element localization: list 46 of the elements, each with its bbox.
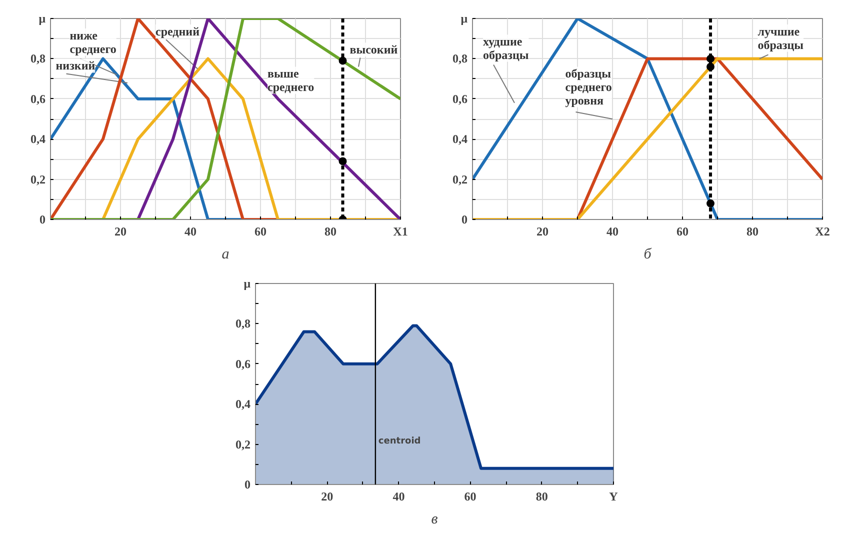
series-label: низкий [56,58,96,73]
x-tick-label: 40 [184,224,196,238]
line-series [472,18,822,220]
x-axis-title: в [431,512,438,528]
y-tick-label: 0,2 [452,172,468,186]
x-tick-label: 20 [536,224,548,238]
y-tick-label: 0,4 [452,132,468,146]
y-tick-label: μ [244,276,251,290]
y-tick-label: 0,2 [30,172,46,186]
x-tick-label: 60 [676,224,688,238]
y-tick-label: 0,4 [236,397,250,412]
x-tick-label: 40 [392,490,405,504]
x-tick-label: 20 [114,224,126,238]
x-tick-label: 80 [324,224,336,238]
y-tick-label: μ [38,12,46,26]
y-tick-label: 0 [40,212,46,226]
y-tick-label: 0 [462,212,468,226]
series-label: выше среднего [268,66,314,94]
x-tick-label: 60 [254,224,266,238]
y-tick-label: 0,6 [30,92,46,106]
x-tick-label: 80 [746,224,758,238]
y-tick-label: 0,8 [30,52,46,66]
x-axis-title: а [222,246,230,262]
x-tick-label: X1 [393,224,408,238]
x-tick-label: Y [609,490,618,504]
y-tick-label: 0,2 [236,437,250,452]
series-label: высокий [350,42,398,57]
x-tick-label: 20 [321,490,334,504]
x-tick-label: X2 [815,224,830,238]
x-axis-title: б [644,246,652,262]
series-label: средний [156,24,200,39]
series-label: лучшие образцы [758,24,804,52]
series-label: образцы среднего уровня [565,66,612,108]
series-label: худшие образцы [483,34,530,62]
x-tick-label: 80 [536,490,548,504]
y-tick-label: 0,6 [236,356,250,371]
series-label: ниже среднего [70,28,116,56]
ref-line-label: centroid [378,436,421,446]
x-tick-label: 40 [606,224,618,238]
y-tick-label: 0,8 [452,52,468,66]
x-tick-label: 60 [464,490,476,504]
y-tick-label: 0,8 [236,316,250,331]
y-tick-label: μ [460,12,468,26]
y-tick-label: 0,4 [30,132,46,146]
y-tick-label: 0 [244,478,250,492]
y-tick-label: 0,6 [452,92,468,106]
